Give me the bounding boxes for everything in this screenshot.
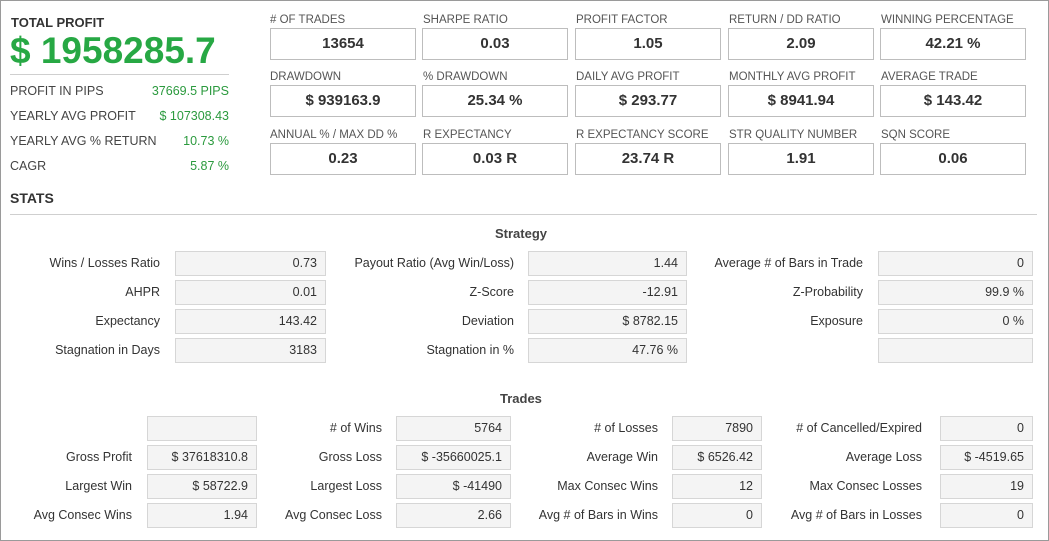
metric-label-trades: # OF TRADES [270,14,346,26]
strategy-label: Wins / Losses Ratio [49,256,160,270]
strategy-label: Stagnation in % [426,343,514,357]
metric-value-drawdown: $ 939163.9 [270,85,416,117]
metric-label-r-expectancy-score: R EXPECTANCY SCORE [576,129,709,141]
strategy-label: AHPR [125,285,160,299]
metric-value-winning-pct: 42.21 % [880,28,1026,60]
profit-in-pips-value: 37669.5 PIPS [151,84,229,98]
trades-value: 0 [672,503,762,528]
metric-label-pct-drawdown: % DRAWDOWN [423,71,508,83]
trades-value: $ -4519.65 [940,445,1033,470]
trades-label: # of Wins [329,421,382,435]
trades-label: Avg Consec Loss [284,508,382,522]
metric-label-return-dd: RETURN / DD RATIO [729,14,841,26]
metric-label-winning-pct: WINNING PERCENTAGE [881,14,1014,26]
metric-value-str-quality: 1.91 [728,143,874,175]
trades-label: Gross Loss [318,450,382,464]
metric-label-monthly-avg-profit: MONTHLY AVG PROFIT [729,71,856,83]
metric-label-daily-avg-profit: DAILY AVG PROFIT [576,71,680,83]
strategy-heading: Strategy [495,226,548,241]
metric-value-trades: 13654 [270,28,416,60]
strategy-label: Stagnation in Days [55,343,160,357]
trades-label: Largest Loss [310,479,382,493]
yearly-avg-profit-label: YEARLY AVG PROFIT [10,109,136,123]
trades-value: $ -35660025.1 [396,445,511,470]
strategy-label: Payout Ratio (Avg Win/Loss) [354,256,514,270]
yearly-avg-profit-value: $ 107308.43 [159,109,229,123]
trades-label: Largest Win [65,479,132,493]
trades-value: $ 37618310.8 [147,445,257,470]
metric-value-average-trade: $ 143.42 [880,85,1026,117]
metric-label-str-quality: STR QUALITY NUMBER [729,129,858,141]
metric-label-annual-maxdd: ANNUAL % / MAX DD % [270,129,398,141]
trades-label: Avg # of Bars in Losses [790,508,922,522]
stats-divider [10,214,1037,215]
trades-value: 2.66 [396,503,511,528]
metric-label-average-trade: AVERAGE TRADE [881,71,978,83]
metric-value-r-expectancy: 0.03 R [422,143,568,175]
yearly-avg-return-value: 10.73 % [183,134,229,148]
trades-value: 1.94 [147,503,257,528]
metric-value-pct-drawdown: 25.34 % [422,85,568,117]
trades-value: 12 [672,474,762,499]
yearly-avg-return-label: YEARLY AVG % RETURN [10,134,157,148]
trades-label: Average Loss [845,450,922,464]
metric-value-monthly-avg-profit: $ 8941.94 [728,85,874,117]
strategy-value: 143.42 [175,309,326,334]
strategy-value: 99.9 % [878,280,1033,305]
metric-label-profit-factor: PROFIT FACTOR [576,14,668,26]
strategy-label: Z-Probability [792,285,863,299]
strategy-value: 47.76 % [528,338,687,363]
trades-value: 0 [940,416,1033,441]
trades-value: $ 58722.9 [147,474,257,499]
trades-heading: Trades [500,391,542,406]
strategy-label: Exposure [810,314,863,328]
strategy-value-empty [878,338,1033,363]
total-profit-value: $ 1958285.7 [10,30,216,71]
trades-value: 7890 [672,416,762,441]
metric-value-sharpe: 0.03 [422,28,568,60]
trades-value: 19 [940,474,1033,499]
metric-label-sqn-score: SQN SCORE [881,129,951,141]
metric-value-annual-maxdd: 0.23 [270,143,416,175]
summary-divider [10,74,229,75]
cagr-value: 5.87 % [190,159,229,173]
trades-value: $ -41490 [396,474,511,499]
trades-label: Max Consec Losses [809,479,922,493]
trades-value: 5764 [396,416,511,441]
metric-label-sharpe: SHARPE RATIO [423,14,508,26]
trades-value-empty [147,416,257,441]
metric-value-return-dd: 2.09 [728,28,874,60]
trades-label: # of Cancelled/Expired [796,421,922,435]
trades-label: Average Win [586,450,658,464]
strategy-label: Z-Score [469,285,514,299]
trades-label: Avg # of Bars in Wins [538,508,658,522]
stats-heading: STATS [10,190,54,206]
metric-label-drawdown: DRAWDOWN [270,71,342,83]
total-profit-label: TOTAL PROFIT [11,15,105,30]
metric-value-sqn-score: 0.06 [880,143,1026,175]
strategy-label: Average # of Bars in Trade [714,256,863,270]
trades-label: # of Losses [594,421,658,435]
trades-label: Avg Consec Wins [33,508,132,522]
trades-value: 0 [940,503,1033,528]
metric-value-daily-avg-profit: $ 293.77 [575,85,721,117]
strategy-label: Deviation [461,314,514,328]
trades-label: Max Consec Wins [557,479,658,493]
strategy-value: $ 8782.15 [528,309,687,334]
profit-in-pips-label: PROFIT IN PIPS [10,84,104,98]
metric-value-profit-factor: 1.05 [575,28,721,60]
strategy-value: -12.91 [528,280,687,305]
strategy-label: Expectancy [95,314,160,328]
strategy-value: 0.73 [175,251,326,276]
metric-value-r-expectancy-score: 23.74 R [575,143,721,175]
metric-label-r-expectancy: R EXPECTANCY [423,129,512,141]
trades-label: Gross Profit [66,450,132,464]
strategy-value: 0 % [878,309,1033,334]
strategy-value: 1.44 [528,251,687,276]
strategy-value: 3183 [175,338,326,363]
cagr-label: CAGR [10,159,47,173]
trades-value: $ 6526.42 [672,445,762,470]
strategy-value: 0.01 [175,280,326,305]
strategy-value: 0 [878,251,1033,276]
